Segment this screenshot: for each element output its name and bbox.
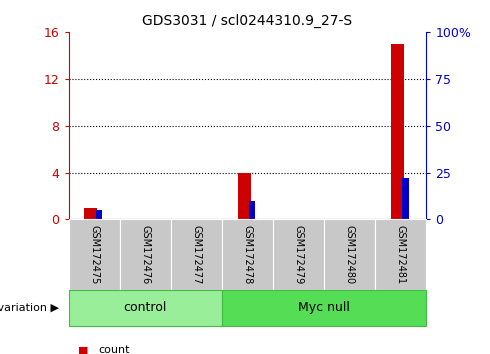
Text: ■: ■ bbox=[78, 346, 89, 354]
Text: count: count bbox=[98, 346, 129, 354]
Text: GSM172475: GSM172475 bbox=[89, 225, 99, 285]
Bar bbox=[84, 208, 97, 219]
Text: genotype/variation ▶: genotype/variation ▶ bbox=[0, 303, 59, 313]
Text: GSM172479: GSM172479 bbox=[294, 225, 303, 285]
Text: GSM172477: GSM172477 bbox=[192, 225, 201, 285]
Text: GSM172480: GSM172480 bbox=[344, 225, 355, 285]
Text: GSM172478: GSM172478 bbox=[243, 225, 252, 285]
Text: control: control bbox=[123, 302, 167, 314]
Text: GSM172476: GSM172476 bbox=[140, 225, 150, 285]
Bar bbox=[96, 210, 102, 219]
Bar bbox=[238, 172, 250, 219]
Text: Myc null: Myc null bbox=[298, 302, 350, 314]
Bar bbox=[249, 201, 255, 219]
Text: GSM172481: GSM172481 bbox=[396, 225, 406, 285]
Title: GDS3031 / scl0244310.9_27-S: GDS3031 / scl0244310.9_27-S bbox=[143, 14, 352, 28]
Bar bbox=[402, 178, 409, 219]
Bar bbox=[391, 44, 404, 219]
